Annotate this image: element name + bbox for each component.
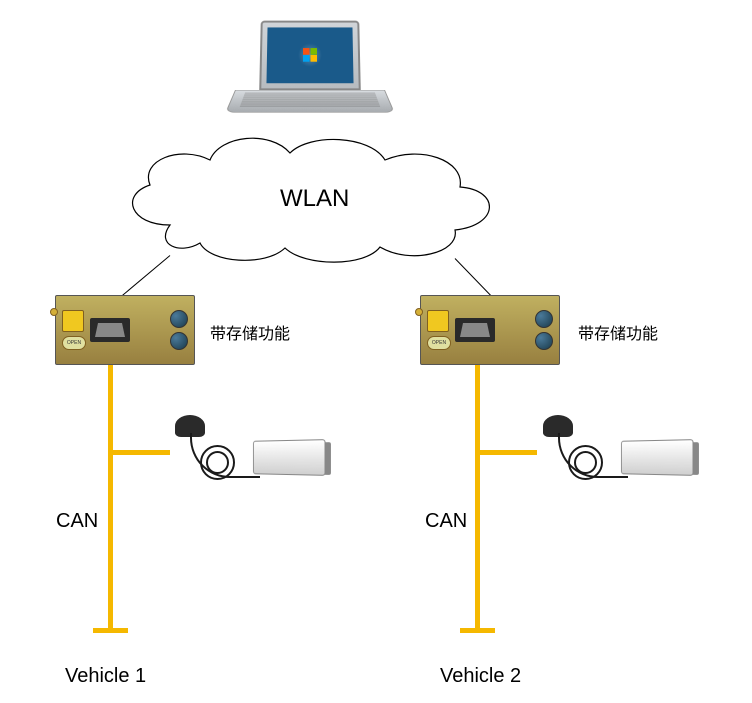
gps-module-2: [543, 415, 693, 495]
antenna-connector-icon: [415, 308, 423, 316]
can-connector-icon: [170, 310, 188, 328]
antenna-connector-icon: [50, 308, 58, 316]
gps-receiver-body: [621, 439, 694, 476]
logger-device-1: OPEN: [55, 295, 195, 365]
gps-module-1: [175, 415, 325, 495]
windows-logo-icon: [298, 43, 322, 67]
gps-cable-coil: [200, 445, 235, 480]
can-bus-1-branch: [108, 450, 170, 455]
can-bus-2-branch: [475, 450, 537, 455]
can-bus-2-terminator: [460, 628, 495, 633]
laptop-screen: [259, 21, 361, 91]
wlan-label: WLAN: [280, 185, 349, 213]
can-label-1: CAN: [56, 510, 98, 533]
can-bus-2-vertical: [475, 365, 480, 630]
laptop: [235, 20, 385, 130]
laptop-keyboard: [225, 90, 395, 113]
open-latch: OPEN: [427, 336, 451, 350]
port-icon: [427, 310, 449, 332]
gps-receiver-body: [253, 439, 326, 476]
can-bus-1-vertical: [108, 365, 113, 630]
vehicle-2-label: Vehicle 2: [440, 665, 521, 688]
open-latch: OPEN: [62, 336, 86, 350]
can-bus-1-terminator: [93, 628, 128, 633]
vehicle-1-label: Vehicle 1: [65, 665, 146, 688]
device-1-annotation: 带存储功能: [210, 320, 290, 344]
can-connector-icon: [535, 310, 553, 328]
logger-device-2: OPEN: [420, 295, 560, 365]
port-icon: [62, 310, 84, 332]
can-connector-icon: [170, 332, 188, 350]
can-connector-icon: [535, 332, 553, 350]
db9-connector-icon: [90, 318, 130, 342]
laptop-keys: [240, 93, 381, 107]
gps-cable-coil: [568, 445, 603, 480]
laptop-desktop: [266, 27, 353, 83]
db9-connector-icon: [455, 318, 495, 342]
device-2-annotation: 带存储功能: [578, 320, 658, 344]
can-label-2: CAN: [425, 510, 467, 533]
